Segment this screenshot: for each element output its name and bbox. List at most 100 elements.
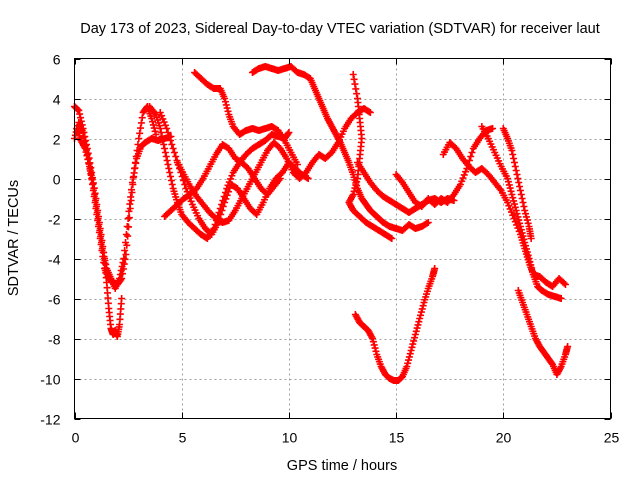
data-point-marker [416, 315, 424, 322]
data-point-marker [522, 213, 530, 221]
data-point-marker [124, 215, 132, 222]
data-point-marker [524, 251, 532, 259]
data-point-marker [119, 259, 127, 266]
data-point-marker [156, 125, 164, 132]
data-point-marker [130, 169, 138, 177]
data-point-marker [224, 188, 232, 196]
y-tick-label: -6 [48, 292, 61, 308]
y-tick-label: -8 [48, 332, 61, 348]
data-point-marker [163, 125, 171, 132]
data-point-marker [93, 209, 101, 216]
data-point-marker [467, 153, 475, 160]
data-point-marker [122, 251, 130, 258]
data-point-marker [528, 267, 536, 275]
series-track-6 [173, 105, 374, 226]
data-point-marker [350, 75, 358, 83]
data-point-marker [460, 171, 468, 179]
data-point-marker [510, 197, 518, 205]
data-point-marker [117, 267, 125, 274]
data-point-marker [163, 157, 171, 164]
data-point-marker [169, 145, 177, 152]
data-point-marker [424, 219, 432, 226]
data-point-marker [523, 248, 531, 256]
data-point-marker [120, 255, 128, 262]
data-point-marker [223, 191, 231, 199]
data-point-marker [159, 115, 167, 123]
data-point-marker [518, 229, 526, 237]
data-point-marker [410, 337, 418, 345]
data-point-marker [94, 215, 102, 222]
data-point-marker [159, 137, 167, 144]
data-point-marker [516, 223, 524, 230]
data-point-marker [504, 178, 512, 186]
data-point-marker [405, 353, 413, 361]
data-series [71, 63, 572, 384]
data-point-marker [507, 208, 515, 216]
y-axis-label: SDTVAR / TECUs [6, 180, 22, 296]
data-point-marker [293, 161, 301, 168]
data-point-marker [560, 279, 568, 287]
data-point-marker [515, 216, 523, 224]
data-point-marker [122, 231, 130, 238]
data-point-marker [161, 121, 169, 129]
data-point-marker [166, 169, 174, 176]
data-point-marker [431, 265, 439, 272]
y-tick-label: 4 [53, 92, 61, 108]
data-point-marker [521, 207, 529, 214]
data-point-marker [418, 305, 426, 313]
data-point-marker [519, 199, 527, 206]
data-point-marker [187, 197, 195, 205]
data-point-marker [148, 115, 156, 122]
data-point-marker [525, 255, 533, 262]
data-point-marker [161, 149, 169, 156]
series-track-3 [73, 125, 175, 292]
data-point-marker [118, 263, 126, 270]
data-point-marker [168, 181, 176, 188]
data-point-marker [510, 155, 518, 162]
data-point-marker [121, 247, 129, 254]
data-point-marker [162, 153, 170, 160]
data-point-marker [514, 213, 522, 221]
data-point-marker [516, 183, 524, 190]
data-point-marker [116, 275, 124, 282]
data-point-marker [137, 124, 145, 132]
data-point-marker [161, 145, 169, 152]
data-point-marker [91, 191, 99, 198]
data-point-marker [508, 191, 516, 198]
data-point-marker [128, 179, 136, 186]
series-track-11 [351, 265, 439, 384]
data-point-marker [468, 149, 476, 156]
data-point-marker [88, 176, 96, 184]
data-point-marker [129, 174, 137, 182]
data-point-marker [157, 129, 165, 136]
data-point-marker [414, 321, 422, 329]
data-point-marker [561, 281, 569, 288]
data-point-marker [284, 130, 292, 138]
data-point-marker [222, 195, 230, 203]
data-point-marker [81, 145, 89, 152]
data-point-marker [419, 302, 427, 310]
data-point-marker [76, 110, 84, 118]
data-point-marker [122, 239, 130, 246]
data-point-marker [456, 181, 464, 188]
data-point-marker [510, 159, 518, 166]
data-point-marker [489, 125, 497, 132]
data-point-marker [85, 159, 93, 167]
data-point-marker [369, 335, 377, 342]
data-point-marker [100, 253, 108, 260]
data-point-marker [512, 167, 520, 174]
data-point-marker [510, 215, 518, 222]
data-point-marker [125, 207, 133, 215]
data-point-marker [164, 129, 172, 136]
y-tick-label: -12 [40, 412, 60, 428]
data-point-marker [519, 232, 527, 240]
y-tick-label: 6 [53, 52, 61, 68]
data-point-marker [351, 184, 359, 192]
data-point-marker [132, 159, 140, 167]
data-point-marker [160, 118, 168, 126]
data-point-marker [170, 149, 178, 156]
data-point-marker [285, 129, 293, 136]
series-track-10 [345, 71, 396, 242]
